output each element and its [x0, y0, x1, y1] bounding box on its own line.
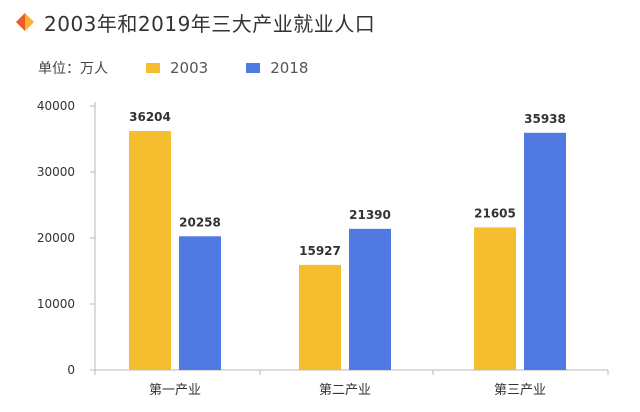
diamond-logo-icon — [16, 13, 34, 31]
y-tick-label: 0 — [67, 363, 75, 377]
bar-2003-3 — [474, 227, 516, 370]
y-tick-label: 30000 — [37, 165, 75, 179]
category-label-3: 第三产业 — [494, 383, 546, 398]
data-label-2003-1: 36204 — [129, 110, 171, 124]
category-label-2: 第二产业 — [319, 383, 371, 398]
legend-item-2003: 2003 — [146, 59, 208, 77]
data-label-2018-2: 21390 — [349, 208, 391, 222]
y-tick-label: 20000 — [37, 231, 75, 245]
legend-swatch-2018 — [246, 63, 261, 73]
chart-title-row: 2003年和2019年三大产业就业人口 — [44, 4, 375, 40]
y-tick-label: 10000 — [37, 297, 75, 311]
data-label-2003-2: 15927 — [299, 244, 341, 258]
bar-2018-3 — [524, 132, 566, 370]
data-label-2018-1: 20258 — [179, 215, 221, 229]
data-label-2003-3: 21605 — [474, 206, 516, 220]
bar-2003-1 — [129, 131, 171, 370]
bar-2018-1 — [179, 236, 221, 370]
data-label-2018-3: 35938 — [524, 112, 566, 126]
bar-2003-2 — [299, 264, 341, 370]
bar-2018-2 — [349, 228, 391, 370]
legend-swatch-2003 — [146, 63, 160, 73]
y-tick-label: 40000 — [37, 99, 75, 113]
legend-label-2003: 2003 — [170, 59, 209, 77]
chart-title: 2003年和2019年三大产业就业人口 — [44, 11, 376, 36]
unit-legend-row: 单位：万人 2003 2018 — [38, 58, 308, 78]
legend-item-2018: 2018 — [246, 59, 308, 77]
legend-label-2018: 2018 — [270, 59, 309, 77]
unit-label: 单位：万人 — [38, 61, 108, 77]
category-label-1: 第一产业 — [149, 383, 201, 398]
